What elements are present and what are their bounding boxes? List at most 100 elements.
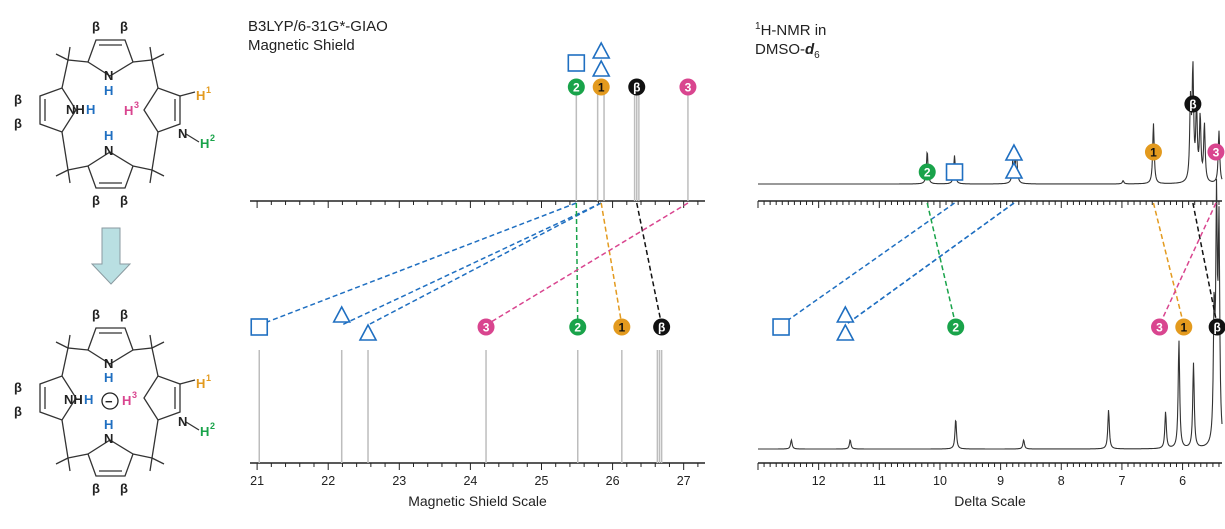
x-tick-label: 21 <box>250 474 264 488</box>
h3-label: H <box>122 393 131 408</box>
correlation-line <box>258 202 577 326</box>
x-tick-label: 25 <box>535 474 549 488</box>
h2-sup: 2 <box>210 133 215 143</box>
pyrrole-n-label: N <box>104 143 113 158</box>
numbered-circle-icon <box>918 163 936 181</box>
beta-label: β <box>120 193 128 208</box>
nmr-solvent-italic: d <box>805 41 815 58</box>
numbered-circle-icon <box>1207 143 1225 161</box>
correlation-line <box>926 202 957 326</box>
numbered-circle-icon <box>613 318 631 336</box>
nh-triangle-icon <box>591 41 611 59</box>
h2-sup: 2 <box>210 421 215 431</box>
circle-label: 3 <box>483 321 490 335</box>
numbered-circle-icon <box>1175 318 1193 336</box>
numbered-circle-icon <box>592 78 610 96</box>
x-tick-label: 22 <box>321 474 335 488</box>
h3-sup: 3 <box>134 100 139 110</box>
circle-label: β <box>1213 321 1220 335</box>
bottom-spectrum-trace <box>758 178 1223 450</box>
h1-label: H <box>196 88 205 103</box>
anion-charge-circle <box>101 392 119 410</box>
pyrrole-n-label: N <box>178 414 187 429</box>
numbered-circle-icon <box>1151 318 1169 336</box>
beta-label: β <box>120 481 128 496</box>
circle-label: 2 <box>924 166 931 180</box>
numbered-circle-icon <box>569 318 587 336</box>
correlation-line <box>1152 202 1185 326</box>
beta-label: β <box>92 481 100 496</box>
anion-charge-label: − <box>105 394 113 409</box>
circle-label: 1 <box>618 321 625 335</box>
circle-label: 2 <box>574 321 581 335</box>
nh-h-label: H <box>104 370 113 385</box>
correlation-line <box>341 202 602 326</box>
nh-triangle-icon <box>1004 143 1024 161</box>
nh-triangle-icon <box>332 305 352 323</box>
pyrrole-n-label: N <box>104 68 113 83</box>
circle-label: 3 <box>1213 146 1220 160</box>
nmr-title-line2: DMSO-d6 <box>755 40 826 65</box>
circle-label: 1 <box>1150 146 1157 160</box>
nh-h-label: H <box>104 417 113 432</box>
beta-label: β <box>92 193 100 208</box>
nmr-title-line1: 1H-NMR in <box>755 17 826 40</box>
nh-triangle-icon <box>836 305 855 323</box>
circle-label: 1 <box>1180 321 1187 335</box>
numbered-circle-icon <box>1208 318 1225 336</box>
pyrrole-nh-label: NH <box>64 392 83 407</box>
nh-square-icon <box>250 318 269 336</box>
correlation-line <box>600 202 623 326</box>
numbered-circle-icon <box>947 318 965 336</box>
correlation-line <box>485 202 689 326</box>
circle-label: 3 <box>1156 321 1163 335</box>
neutral-structure <box>39 39 181 189</box>
correlation-line <box>367 202 602 326</box>
nmr-solvent: DMSO- <box>755 41 805 58</box>
nh-square-icon <box>772 318 790 336</box>
nmr-solvent-sub: 6 <box>814 50 820 61</box>
nh-square-icon <box>945 163 964 181</box>
circle-label: 3 <box>685 81 692 95</box>
numbered-circle-icon <box>567 78 585 96</box>
pyrrole-n-label: N <box>104 431 113 446</box>
nh-h-label: H <box>86 102 95 117</box>
anion-structure: − β β β β β β N H H N NH H N H 3 H 1 H 2 <box>14 307 215 496</box>
correlation-line <box>844 202 1015 326</box>
nh-triangle-icon <box>1004 161 1024 179</box>
circle-label: β <box>633 81 640 95</box>
correlation-line <box>636 202 663 326</box>
gi-title-line1: B3LYP/6-31G*-GIAO <box>248 18 388 35</box>
numbered-circle-icon <box>477 318 495 336</box>
x-tick-label: 11 <box>873 474 886 488</box>
x-tick-label: 8 <box>1058 474 1065 488</box>
h2-label: H <box>200 424 209 439</box>
pyrrole-n-label: N <box>178 126 187 141</box>
beta-label: β <box>120 307 128 322</box>
numbered-circle-icon <box>628 78 646 96</box>
x-axis-label: Magnetic Shield Scale <box>408 493 547 509</box>
correlation-line <box>575 202 579 326</box>
beta-label: β <box>92 307 100 322</box>
beta-label: β <box>92 19 100 34</box>
circle-label: β <box>1189 98 1196 112</box>
x-tick-label: 12 <box>812 474 826 488</box>
circle-label: 2 <box>952 321 959 335</box>
nh-triangle-icon <box>358 323 378 341</box>
beta-label: β <box>14 116 22 131</box>
top-spectrum-trace <box>758 61 1223 185</box>
down-arrow-icon <box>90 227 132 285</box>
correlation-line <box>1158 202 1217 326</box>
h1-sup: 1 <box>206 85 211 95</box>
gi-title-line2: Magnetic Shield <box>248 37 355 54</box>
x-axis-label: Delta Scale <box>954 493 1026 509</box>
nmr-title-sup: 1 <box>755 21 761 32</box>
h1-sup: 1 <box>206 373 211 383</box>
h3-sup: 3 <box>132 390 137 400</box>
h3-label: H <box>124 103 133 118</box>
beta-label: β <box>14 404 22 419</box>
x-tick-label: 24 <box>463 474 477 488</box>
structure-bonds-h <box>179 91 200 143</box>
